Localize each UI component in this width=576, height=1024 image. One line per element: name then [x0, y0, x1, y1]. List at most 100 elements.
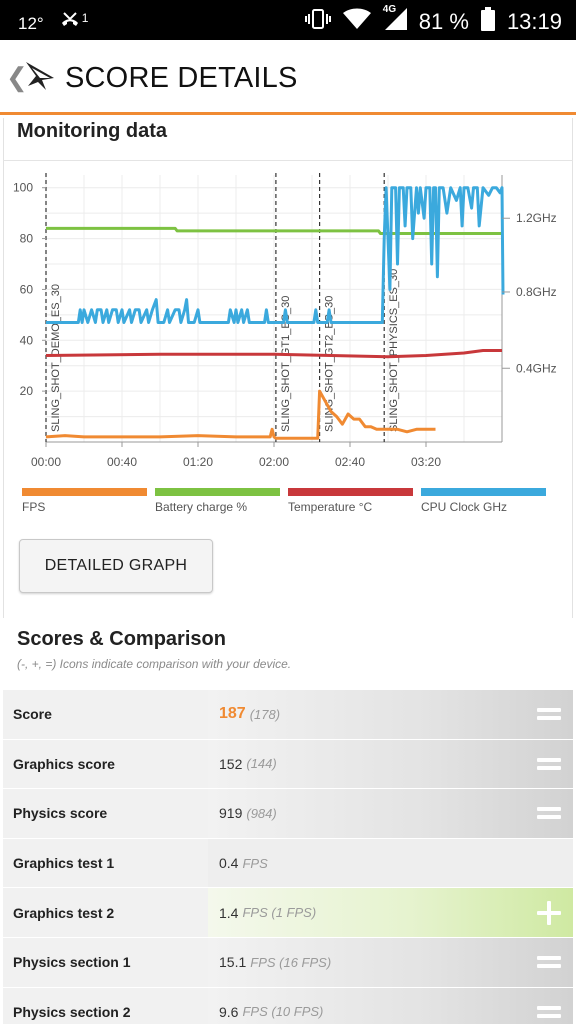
score-unit: FPS (1 FPS): [242, 905, 317, 921]
score-unit: FPS (10 FPS): [242, 1004, 324, 1020]
test-marker-label: SLING_SHOT_GT2_ES_30: [324, 296, 336, 432]
x-tick-label: 02:40: [335, 455, 365, 469]
score-value: 15.1: [219, 954, 247, 971]
score-row-label: Physics section 1: [3, 937, 208, 987]
score-row-label: Graphics score: [3, 739, 208, 789]
score-row-label: Graphics test 2: [3, 888, 208, 937]
y-tick-label: 40: [20, 333, 34, 347]
y-tick-label: 20: [20, 384, 34, 398]
score-row: Graphics test 1 0.4 FPS: [3, 838, 573, 889]
score-row-label: Physics score: [3, 789, 208, 838]
score-row: Physics section 2 9.6 FPS (10 FPS): [3, 987, 573, 1024]
score-unit: FPS: [242, 855, 268, 871]
x-tick-label: 01:20: [183, 455, 213, 469]
score-row-value-cell: 152 (144): [208, 739, 573, 789]
app-logo-icon[interactable]: [24, 56, 58, 96]
equals-icon: [537, 1002, 561, 1022]
score-value: 919: [219, 805, 243, 822]
equals-icon: [537, 754, 561, 774]
battery-percent: 81 %: [418, 9, 469, 34]
score-row-value-cell: 15.1 FPS (16 FPS): [208, 937, 573, 987]
temperature-text: 12°: [18, 13, 44, 33]
y-tick-label: 80: [20, 232, 34, 246]
y-tick-label: 60: [20, 282, 34, 296]
y-tick-label: 100: [13, 181, 33, 195]
y-right-tick-label: 1.2GHz: [516, 211, 557, 225]
x-tick-label: 00:00: [31, 455, 61, 469]
scores-table: Score 187 (178) Graphics score 152 (144) Physi…: [3, 690, 573, 1024]
series-line: [46, 186, 505, 324]
missed-call-icon: [58, 9, 84, 38]
legend-label: Battery charge %: [155, 500, 248, 514]
network-type: 4G: [382, 4, 397, 15]
score-compare: (144): [246, 756, 277, 772]
test-marker-label: SLING_SHOT_GT1_ES_30: [280, 296, 292, 432]
x-tick-label: 02:00: [259, 455, 289, 469]
score-row-value-cell: 1.4 FPS (1 FPS): [208, 888, 573, 937]
test-marker-label: SLING_SHOT_PHYSICS_ES_30: [388, 269, 400, 432]
scores-title: Scores & Comparison: [17, 628, 226, 650]
score-row: Physics score 919 (984): [3, 789, 573, 839]
legend-label: Temperature °C: [288, 500, 373, 514]
legend-swatch: [421, 488, 546, 496]
score-row-value-cell: 9.6 FPS (10 FPS): [208, 987, 573, 1024]
back-chevron-icon[interactable]: ❮: [6, 62, 28, 92]
score-row-value-cell: 0.4 FPS: [208, 838, 573, 888]
chart-grid: [45, 175, 503, 443]
series-line: [46, 226, 502, 235]
series-line: [45, 349, 502, 359]
wifi-icon: [342, 8, 371, 36]
legend-swatch: [288, 488, 413, 496]
score-unit: FPS (16 FPS): [250, 954, 332, 970]
legend-swatch: [155, 488, 280, 496]
legend-item-fps: FPS: [22, 488, 147, 514]
status-left: 12° 1: [18, 9, 88, 38]
score-compare: (178): [249, 706, 281, 722]
equals-icon: [537, 952, 561, 972]
detailed-graph-button[interactable]: DETAILED GRAPH: [19, 539, 213, 593]
monitoring-title: Monitoring data: [17, 120, 167, 142]
monitoring-card: [3, 118, 573, 618]
chart-y-left-ticks: 100 80 60 40 20: [13, 181, 46, 398]
scores-subtitle: (-, +, =) Icons indicate comparison with…: [17, 657, 292, 671]
chart-legend: FPS Battery charge % Temperature °C CPU …: [22, 488, 554, 514]
score-value: 0.4: [219, 855, 239, 872]
status-right: 4G 81 % 13:19: [304, 4, 562, 37]
score-value: 152: [219, 755, 243, 772]
card-divider: [3, 160, 573, 161]
legend-swatch: [22, 488, 147, 496]
equals-icon: [537, 803, 561, 823]
missed-call-count: 1: [81, 10, 89, 25]
app-bar: ❮ SCORE DETAILS: [0, 40, 576, 115]
y-right-tick-label: 0.4GHz: [516, 361, 557, 375]
cell-signal-icon: 4G: [383, 4, 407, 36]
score-row-label: Score: [3, 690, 208, 739]
chart-y-right-ticks: 1.2GHz 0.8GHz 0.4GHz: [502, 211, 557, 375]
score-compare: (984): [246, 805, 277, 821]
series-line: [45, 389, 436, 440]
equals-icon: [537, 704, 561, 724]
test-marker-label: SLING_SHOT_DEMO_ES_30: [50, 284, 62, 432]
x-tick-label: 00:40: [107, 455, 137, 469]
y-right-tick-label: 0.8GHz: [516, 285, 557, 299]
score-row: Graphics test 2 1.4 FPS (1 FPS): [3, 888, 573, 938]
legend-item-temperature: Temperature °C: [288, 488, 413, 514]
legend-label: CPU Clock GHz: [421, 500, 508, 514]
score-value: 187: [219, 705, 246, 723]
chart-x-ticks: 00:00 00:40 01:20 02:00 02:40 03:20: [31, 442, 441, 469]
x-tick-label: 03:20: [411, 455, 441, 469]
score-row-label: Graphics test 1: [3, 838, 208, 888]
score-row-label: Physics section 2: [3, 987, 208, 1024]
plus-icon: [537, 900, 561, 925]
chart-series: [45, 186, 505, 440]
battery-icon: [480, 7, 495, 37]
monitoring-chart: SLING_SHOT_DEMO_ES_30 SLING_SHOT_GT1_ES_3…: [13, 173, 557, 469]
score-value: 1.4: [219, 904, 239, 921]
status-bar: 12° 1 4G 81 % 13:19: [0, 0, 576, 40]
legend-item-cpu-clock: CPU Clock GHz: [421, 488, 546, 514]
vibrate-icon: [304, 8, 331, 36]
score-row-value-cell: 919 (984): [208, 789, 573, 838]
legend-item-battery: Battery charge %: [155, 488, 280, 514]
score-row: Physics section 1 15.1 FPS (16 FPS): [3, 937, 573, 988]
score-value: 9.6: [219, 1003, 239, 1020]
